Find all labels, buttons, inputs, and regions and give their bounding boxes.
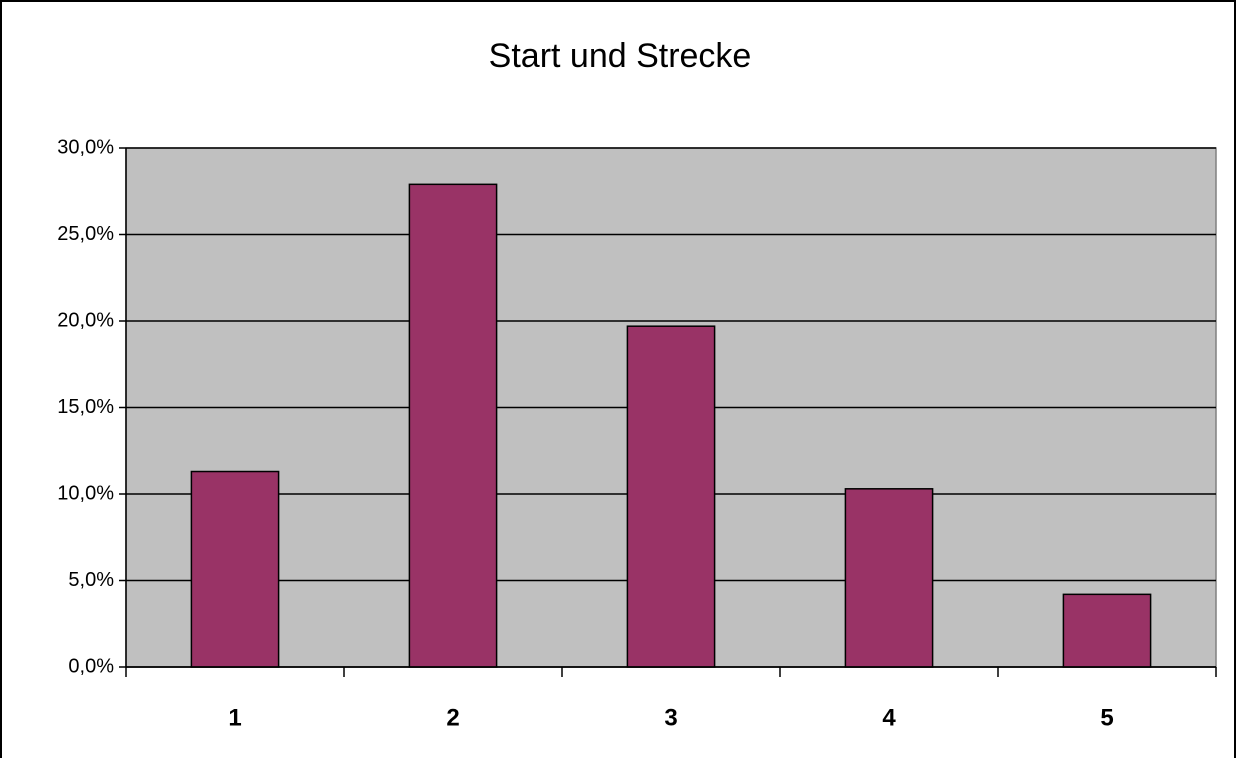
x-tick-label: 1 [228,704,241,731]
x-tick-label: 5 [1100,704,1113,731]
bar [626,325,716,668]
x-tick-label: 3 [664,704,677,731]
bar [844,488,934,668]
y-tick-label: 20,0% [57,309,114,331]
bar [408,183,498,668]
y-tick-label: 30,0% [57,136,114,158]
y-tick-label: 10,0% [57,482,114,504]
chart-title: Start und Strecke [489,37,752,75]
y-tick-label: 0,0% [68,655,114,677]
bar [1062,593,1152,668]
x-tick-label: 4 [882,704,896,731]
y-tick-label: 25,0% [57,223,114,245]
bar [190,470,280,668]
y-tick-label: 5,0% [68,569,114,591]
x-tick-label: 2 [446,704,459,731]
y-tick-label: 15,0% [57,396,114,418]
